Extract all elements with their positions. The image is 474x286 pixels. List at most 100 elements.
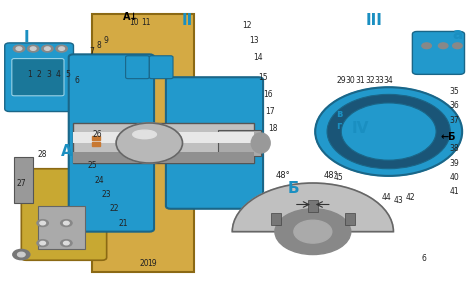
Bar [271,213,281,225]
Circle shape [61,240,72,247]
Text: 33: 33 [374,76,384,85]
Text: 3: 3 [46,70,51,79]
Text: 22: 22 [109,204,118,213]
Text: 2: 2 [37,70,42,79]
Text: 8: 8 [96,41,101,50]
Circle shape [18,252,25,257]
Circle shape [315,87,462,176]
Text: ←Б: ←Б [440,132,456,142]
Text: I: I [23,30,29,45]
FancyBboxPatch shape [69,54,154,232]
Circle shape [341,103,436,160]
Circle shape [422,43,431,49]
Circle shape [45,47,50,50]
Wedge shape [232,183,393,232]
Text: Б: Б [288,181,300,196]
Text: в: в [336,110,342,119]
Text: 41: 41 [449,187,459,196]
FancyBboxPatch shape [126,56,149,79]
Ellipse shape [251,133,270,153]
Text: 35: 35 [449,87,459,96]
Circle shape [59,47,64,50]
FancyBboxPatch shape [412,31,465,74]
Ellipse shape [133,130,156,139]
Circle shape [367,119,410,144]
Bar [308,200,318,212]
Text: 31: 31 [356,76,365,85]
Circle shape [116,123,182,163]
Text: 44: 44 [382,193,391,202]
Text: 27: 27 [17,178,26,188]
Circle shape [37,240,48,247]
Text: A↓: A↓ [123,12,138,22]
Circle shape [377,124,401,139]
Bar [73,123,254,163]
Circle shape [327,94,450,169]
Text: 18: 18 [268,124,277,133]
Text: 6: 6 [75,76,80,85]
Text: 9: 9 [103,35,108,45]
Circle shape [64,241,69,245]
Text: 20: 20 [140,259,149,268]
Text: 42: 42 [405,193,415,202]
Text: 16: 16 [263,90,273,99]
Circle shape [40,241,46,245]
Text: 32: 32 [365,76,374,85]
Circle shape [61,220,72,227]
Circle shape [42,45,53,52]
Circle shape [453,43,462,49]
Text: 23: 23 [102,190,111,199]
Bar [218,130,261,156]
Text: 30: 30 [346,76,356,85]
Text: 17: 17 [265,107,275,116]
Circle shape [438,43,448,49]
Text: 25: 25 [88,161,97,170]
Text: 6: 6 [422,254,427,263]
Circle shape [275,209,351,255]
Circle shape [37,220,48,227]
Text: III: III [366,13,383,27]
Text: 1: 1 [27,70,32,79]
Bar [92,14,194,272]
Bar [73,132,254,143]
FancyBboxPatch shape [12,59,64,96]
Text: 28: 28 [38,150,47,159]
Text: 15: 15 [258,73,268,82]
Circle shape [13,45,25,52]
Circle shape [64,221,69,225]
Bar [14,157,33,203]
Text: 10: 10 [129,18,139,27]
Text: 48°: 48° [323,171,338,180]
FancyBboxPatch shape [5,43,73,112]
Bar [345,213,355,225]
Text: 21: 21 [118,219,128,228]
FancyBboxPatch shape [166,77,263,209]
Text: 39: 39 [449,158,459,168]
Text: 12: 12 [242,21,251,30]
Text: 34: 34 [384,76,393,85]
Text: 19: 19 [147,259,156,268]
Text: 38: 38 [449,144,459,153]
Text: 37: 37 [449,116,459,125]
Bar [92,142,100,146]
Text: 29: 29 [337,76,346,85]
Text: 40: 40 [449,173,459,182]
Bar [92,136,100,140]
Circle shape [30,47,36,50]
Text: г: г [336,121,342,131]
Circle shape [56,45,67,52]
Text: 14: 14 [254,53,263,62]
Text: 45: 45 [334,173,344,182]
Text: 36: 36 [449,101,459,110]
Circle shape [356,112,422,152]
Text: 13: 13 [249,35,258,45]
Bar [73,152,254,163]
Text: 48°: 48° [276,171,291,180]
Text: а: а [452,27,463,42]
Text: IV: IV [352,121,369,136]
Text: 43: 43 [393,196,403,205]
Text: 7: 7 [89,47,94,56]
Circle shape [294,220,332,243]
Circle shape [13,249,30,260]
Text: 11: 11 [141,18,151,27]
